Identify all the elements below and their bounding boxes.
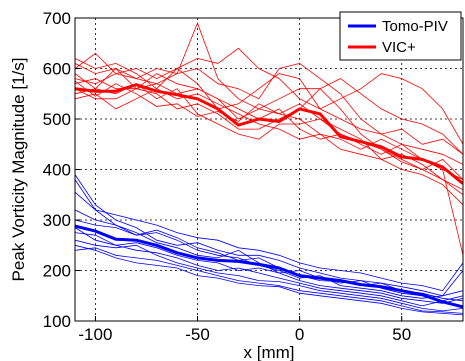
y-tick-label-0: 100 [43, 312, 71, 331]
run-line-1-4 [75, 88, 463, 180]
run-line-0-5 [75, 232, 463, 307]
y-tick-label-2: 300 [43, 211, 71, 230]
run-line-0-7 [75, 247, 463, 314]
run-line-1-2 [75, 68, 463, 165]
mean-lines [75, 83, 463, 309]
run-line-1-7 [75, 88, 463, 206]
x-axis-label: x [mm] [244, 343, 295, 361]
individual-runs [75, 21, 463, 316]
axis-ticks: -100 -50 0 50 100 200 300 400 500 600 700 [43, 9, 412, 344]
run-line-1-0 [75, 47, 463, 145]
x-tick-label-3: 50 [392, 325, 411, 344]
legend-entry-tomo-piv: Tomo-PIV [382, 18, 448, 35]
y-tick-label-1: 200 [43, 262, 71, 281]
run-line-1-8 [75, 63, 463, 256]
legend-box [339, 11, 462, 61]
x-tick-label-2: 0 [295, 325, 304, 344]
y-tick-label-3: 400 [43, 161, 71, 180]
run-line-1-5 [75, 83, 463, 191]
y-tick-label-5: 600 [43, 60, 71, 79]
legend: Tomo-PIV VIC+ [339, 11, 462, 61]
run-line-0-0 [75, 174, 463, 297]
run-line-1-6 [75, 21, 463, 180]
x-tick-label-1: -50 [185, 325, 210, 344]
series-line-0 [75, 224, 463, 309]
run-line-1-9 [75, 80, 463, 196]
run-line-0-6 [75, 239, 463, 312]
y-axis-label: Peak Vorticity Magnitude [1/s] [9, 58, 28, 282]
y-tick-label-4: 500 [43, 110, 71, 129]
run-line-1-1 [75, 52, 463, 155]
series-line-1 [75, 83, 463, 185]
x-tick-label-0: -100 [78, 325, 112, 344]
run-line-0-8 [75, 244, 463, 316]
y-tick-label-6: 700 [43, 9, 71, 28]
run-line-0-9 [75, 179, 463, 292]
legend-entry-vic-plus: VIC+ [382, 39, 416, 56]
run-line-0-4 [75, 227, 463, 304]
run-line-0-3 [75, 219, 463, 299]
